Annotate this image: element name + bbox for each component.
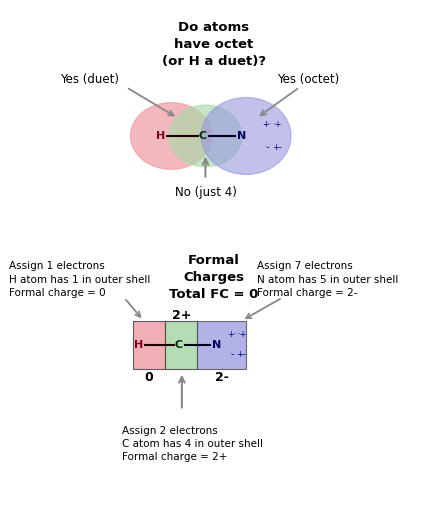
Bar [165,321,197,369]
Text: H: H [134,340,144,350]
Text: Yes (octet): Yes (octet) [277,73,339,86]
Ellipse shape [131,103,212,169]
Ellipse shape [201,97,291,174]
Text: C: C [199,131,206,141]
Text: 0: 0 [145,370,153,384]
Text: N: N [211,340,221,350]
Text: Assign 7 electrons
N atom has 5 in outer shell
Formal charge = 2-: Assign 7 electrons N atom has 5 in outer… [257,262,398,298]
Text: N: N [237,131,247,141]
Text: Do atoms
have octet
(or H a duet)?: Do atoms have octet (or H a duet)? [162,21,266,68]
Text: +-: +- [236,350,247,360]
Text: +·: +· [262,120,271,129]
Text: C: C [175,340,182,350]
Text: No (just 4): No (just 4) [175,186,236,199]
Text: +·: +· [227,330,237,339]
Text: Yes (duet): Yes (duet) [60,73,119,86]
Text: +-: +- [272,143,282,152]
Bar [133,321,165,369]
Ellipse shape [169,105,242,167]
Text: Assign 1 electrons
H atom has 1 in outer shell
Formal charge = 0: Assign 1 electrons H atom has 1 in outer… [9,262,150,298]
Text: 2-: 2- [215,370,229,384]
Text: H: H [156,131,165,141]
Text: ·-: ·- [264,143,270,152]
Text: ·+: ·+ [272,120,282,129]
Text: ·+: ·+ [237,330,246,339]
Text: 2+: 2+ [172,309,192,322]
Text: Formal
Charges
Total FC = 0: Formal Charges Total FC = 0 [169,254,259,301]
Bar [197,321,246,369]
Text: Assign 2 electrons
C atom has 4 in outer shell
Formal charge = 2+: Assign 2 electrons C atom has 4 in outer… [122,426,263,462]
Text: ·-: ·- [229,350,235,360]
